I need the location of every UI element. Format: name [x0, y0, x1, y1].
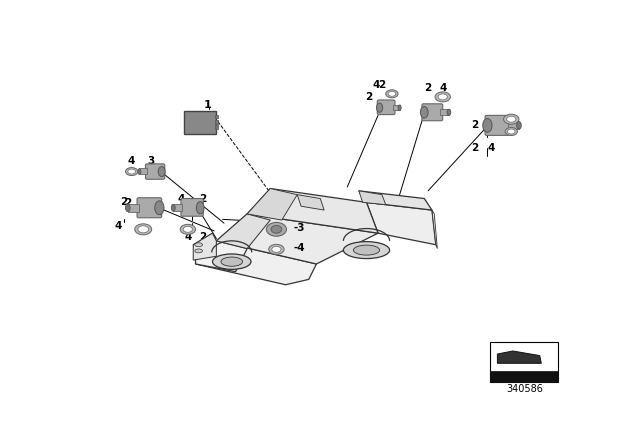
- Polygon shape: [367, 202, 436, 245]
- Bar: [215, 125, 218, 129]
- Ellipse shape: [135, 224, 152, 235]
- Bar: [440, 109, 449, 116]
- Ellipse shape: [125, 204, 130, 211]
- Bar: [173, 204, 182, 211]
- Bar: [140, 168, 147, 174]
- Text: 4: 4: [373, 80, 380, 90]
- Ellipse shape: [272, 246, 281, 252]
- Text: 2: 2: [199, 194, 206, 203]
- Ellipse shape: [195, 243, 202, 247]
- Text: 4: 4: [439, 82, 447, 93]
- Ellipse shape: [344, 241, 390, 258]
- Ellipse shape: [158, 167, 165, 177]
- FancyBboxPatch shape: [145, 164, 164, 179]
- Ellipse shape: [180, 224, 196, 234]
- Polygon shape: [193, 233, 216, 260]
- FancyBboxPatch shape: [422, 104, 443, 121]
- Polygon shape: [193, 233, 216, 254]
- Ellipse shape: [438, 94, 447, 100]
- Text: 2: 2: [471, 121, 478, 130]
- Text: 2: 2: [124, 198, 131, 208]
- Ellipse shape: [196, 202, 204, 214]
- Ellipse shape: [388, 91, 396, 96]
- FancyBboxPatch shape: [137, 198, 162, 218]
- Text: 4: 4: [488, 143, 495, 154]
- FancyBboxPatch shape: [378, 100, 395, 115]
- Polygon shape: [247, 189, 378, 233]
- Polygon shape: [432, 210, 437, 249]
- Text: 2: 2: [365, 92, 372, 102]
- Ellipse shape: [353, 245, 380, 255]
- Ellipse shape: [508, 129, 515, 134]
- Bar: [490, 371, 558, 382]
- Text: 4: 4: [128, 156, 135, 166]
- Bar: [393, 104, 399, 110]
- Polygon shape: [196, 241, 247, 271]
- Ellipse shape: [128, 169, 136, 174]
- Ellipse shape: [504, 114, 519, 124]
- Ellipse shape: [138, 226, 148, 233]
- Text: 340586: 340586: [506, 384, 543, 395]
- Ellipse shape: [505, 128, 517, 136]
- Ellipse shape: [212, 254, 251, 269]
- Polygon shape: [247, 189, 297, 220]
- Ellipse shape: [269, 244, 284, 254]
- Ellipse shape: [420, 107, 428, 118]
- Bar: [215, 120, 218, 124]
- Text: 2: 2: [378, 80, 385, 90]
- Text: -3: -3: [293, 223, 305, 233]
- Text: 2: 2: [120, 197, 127, 207]
- Ellipse shape: [266, 222, 287, 236]
- Text: 4: 4: [184, 232, 191, 242]
- Ellipse shape: [271, 225, 282, 233]
- Ellipse shape: [138, 169, 141, 174]
- Bar: [184, 111, 216, 134]
- Text: 1: 1: [204, 99, 211, 110]
- Polygon shape: [497, 351, 541, 363]
- Ellipse shape: [195, 249, 202, 253]
- Polygon shape: [216, 214, 270, 249]
- Polygon shape: [216, 214, 378, 264]
- Ellipse shape: [172, 204, 175, 211]
- FancyBboxPatch shape: [485, 116, 509, 135]
- Text: 3: 3: [147, 156, 154, 166]
- Text: 4: 4: [488, 121, 495, 130]
- Ellipse shape: [155, 201, 164, 215]
- Text: -4: -4: [293, 243, 305, 253]
- Text: 2: 2: [424, 82, 432, 93]
- Ellipse shape: [398, 105, 401, 110]
- Ellipse shape: [516, 121, 521, 129]
- Text: 4: 4: [177, 194, 184, 203]
- Ellipse shape: [386, 90, 398, 98]
- Text: 2: 2: [199, 232, 206, 242]
- Ellipse shape: [183, 226, 193, 233]
- Text: 2: 2: [471, 143, 478, 154]
- Ellipse shape: [435, 92, 451, 102]
- Polygon shape: [359, 191, 432, 210]
- FancyBboxPatch shape: [181, 198, 204, 216]
- Polygon shape: [297, 195, 324, 210]
- Bar: [215, 115, 218, 118]
- Polygon shape: [359, 191, 386, 205]
- Ellipse shape: [507, 116, 516, 122]
- Ellipse shape: [483, 118, 492, 132]
- Ellipse shape: [447, 109, 451, 115]
- Text: 4: 4: [115, 221, 122, 231]
- Ellipse shape: [376, 103, 383, 112]
- Bar: [490, 342, 558, 382]
- Bar: [508, 121, 519, 129]
- Ellipse shape: [221, 257, 243, 266]
- Polygon shape: [196, 241, 316, 285]
- Ellipse shape: [125, 168, 138, 176]
- Bar: [128, 204, 139, 211]
